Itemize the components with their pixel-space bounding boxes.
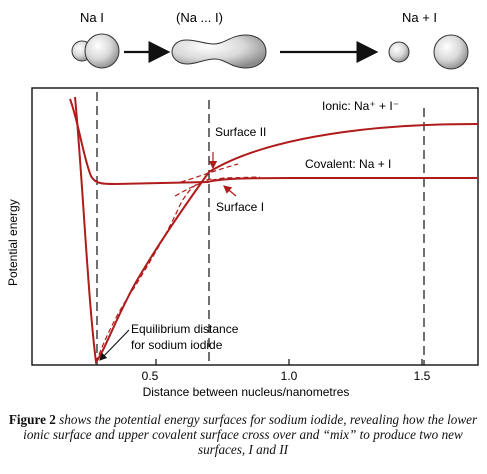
surface-1-dashed-curve xyxy=(95,178,213,363)
stretched-molecule-icon xyxy=(171,34,267,69)
x-tick-label: 1.5 xyxy=(414,369,431,383)
x-tick-label: 0.5 xyxy=(142,369,159,383)
covalent-curve xyxy=(69,98,478,186)
plot-frame xyxy=(31,87,479,366)
ionic-dashed-curve xyxy=(180,163,239,183)
covalent-dashed-curve xyxy=(174,176,261,197)
molecule-label-nai: Na I xyxy=(80,10,104,25)
surface-2-label: Surface II xyxy=(215,125,266,139)
surface-1-arrow xyxy=(223,185,237,197)
surface-1-label: Surface I xyxy=(216,200,264,214)
equilibrium-arrow xyxy=(99,329,130,361)
x-tick-label: 1.0 xyxy=(281,369,298,383)
x-axis-label: Distance between nucleus/nanometres xyxy=(143,385,350,399)
molecule-label-transition: (Na ... I) xyxy=(176,10,223,25)
y-axis-label: Potential energy xyxy=(6,199,20,286)
equilibrium-label-line1: Equilibrium distance xyxy=(131,322,239,336)
covalent-label: Covalent: Na + I xyxy=(305,157,391,171)
figure-caption: Figure 2 shows the potential energy surf… xyxy=(8,412,478,457)
equilibrium-label-line2: for sodium iodide xyxy=(131,338,223,352)
figure-svg: Na I (Na ... I) Na + I xyxy=(6,10,479,399)
figure-number: Figure 2 xyxy=(8,412,56,427)
ionic-curve xyxy=(74,96,479,365)
molecule-label-separated: Na + I xyxy=(402,10,437,25)
caption-text: shows the potential energy surfaces for … xyxy=(23,412,478,457)
separated-atoms-icon xyxy=(388,34,469,70)
nai-molecule-icon xyxy=(71,33,120,69)
ionic-label: Ionic: Na⁺ + I⁻ xyxy=(322,99,399,113)
